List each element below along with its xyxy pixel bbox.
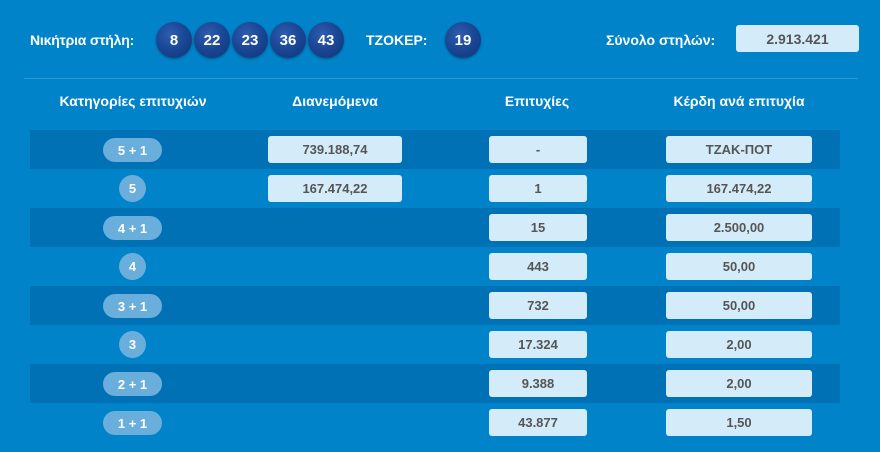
table-row: 3 + 1 732 50,00 bbox=[0, 286, 880, 325]
column-header-distributed: Διανεμόμενα bbox=[292, 93, 378, 109]
prize-cell: 50,00 bbox=[666, 292, 812, 319]
number-ball: 8 bbox=[156, 22, 192, 58]
winners-cell: - bbox=[489, 136, 587, 163]
number-ball: 36 bbox=[270, 22, 306, 58]
prize-cell: 2,00 bbox=[666, 370, 812, 397]
category-pill: 3 + 1 bbox=[103, 294, 162, 318]
total-columns-label: Σύνολο στηλών: bbox=[606, 32, 716, 48]
distributed-cell: 739.188,74 bbox=[268, 136, 402, 163]
joker-ball: 19 bbox=[445, 22, 481, 58]
table-row: 4 + 1 15 2.500,00 bbox=[0, 208, 880, 247]
table-row: 4 443 50,00 bbox=[0, 247, 880, 286]
total-columns-value: 2.913.421 bbox=[736, 25, 859, 52]
category-pill: 3 bbox=[119, 331, 146, 358]
winning-column-label: Νικήτρια στήλη: bbox=[30, 32, 135, 48]
table-row: 2 + 1 9.388 2,00 bbox=[0, 364, 880, 403]
winners-cell: 43.877 bbox=[489, 409, 587, 436]
winners-cell: 15 bbox=[489, 214, 587, 241]
category-pill: 2 + 1 bbox=[103, 372, 162, 396]
category-pill: 4 + 1 bbox=[103, 216, 162, 240]
table-row: 1 + 1 43.877 1,50 bbox=[0, 403, 880, 442]
winners-cell: 732 bbox=[489, 292, 587, 319]
prize-cell: 50,00 bbox=[666, 253, 812, 280]
column-header-winners: Επιτυχίες bbox=[504, 93, 570, 109]
column-header-prize: Κέρδη ανά επιτυχία bbox=[673, 93, 805, 109]
table-row: 3 17.324 2,00 bbox=[0, 325, 880, 364]
joker-label: ΤΖΟΚΕΡ: bbox=[366, 32, 428, 48]
category-pill: 4 bbox=[119, 253, 146, 280]
prize-cell: 2,00 bbox=[666, 331, 812, 358]
winners-cell: 9.388 bbox=[489, 370, 587, 397]
winners-cell: 17.324 bbox=[489, 331, 587, 358]
table-row: 5 167.474,22 1 167.474,22 bbox=[0, 169, 880, 208]
table-header: Κατηγορίες επιτυχιών Διανεμόμενα Επιτυχί… bbox=[0, 93, 880, 113]
column-header-categories: Κατηγορίες επιτυχιών bbox=[59, 93, 207, 109]
number-ball: 22 bbox=[194, 22, 230, 58]
prize-cell: 1,50 bbox=[666, 409, 812, 436]
number-ball: 43 bbox=[308, 22, 344, 58]
distributed-cell: 167.474,22 bbox=[268, 175, 402, 202]
prize-cell: 2.500,00 bbox=[666, 214, 812, 241]
divider bbox=[24, 78, 858, 79]
prize-table: 5 + 1 739.188,74 - ΤΖΑΚ-ΠΟΤ 5 167.474,22… bbox=[0, 130, 880, 442]
prize-cell: ΤΖΑΚ-ΠΟΤ bbox=[666, 136, 812, 163]
number-ball: 23 bbox=[232, 22, 268, 58]
category-pill: 5 bbox=[119, 175, 146, 202]
winning-numbers: 8 22 23 36 43 bbox=[156, 22, 344, 58]
prize-cell: 167.474,22 bbox=[666, 175, 812, 202]
category-pill: 1 + 1 bbox=[103, 411, 162, 435]
winners-cell: 443 bbox=[489, 253, 587, 280]
draw-results-header: Νικήτρια στήλη: 8 22 23 36 43 ΤΖΟΚΕΡ: 19… bbox=[0, 0, 880, 78]
category-pill: 5 + 1 bbox=[103, 138, 162, 162]
winners-cell: 1 bbox=[489, 175, 587, 202]
table-row: 5 + 1 739.188,74 - ΤΖΑΚ-ΠΟΤ bbox=[0, 130, 880, 169]
